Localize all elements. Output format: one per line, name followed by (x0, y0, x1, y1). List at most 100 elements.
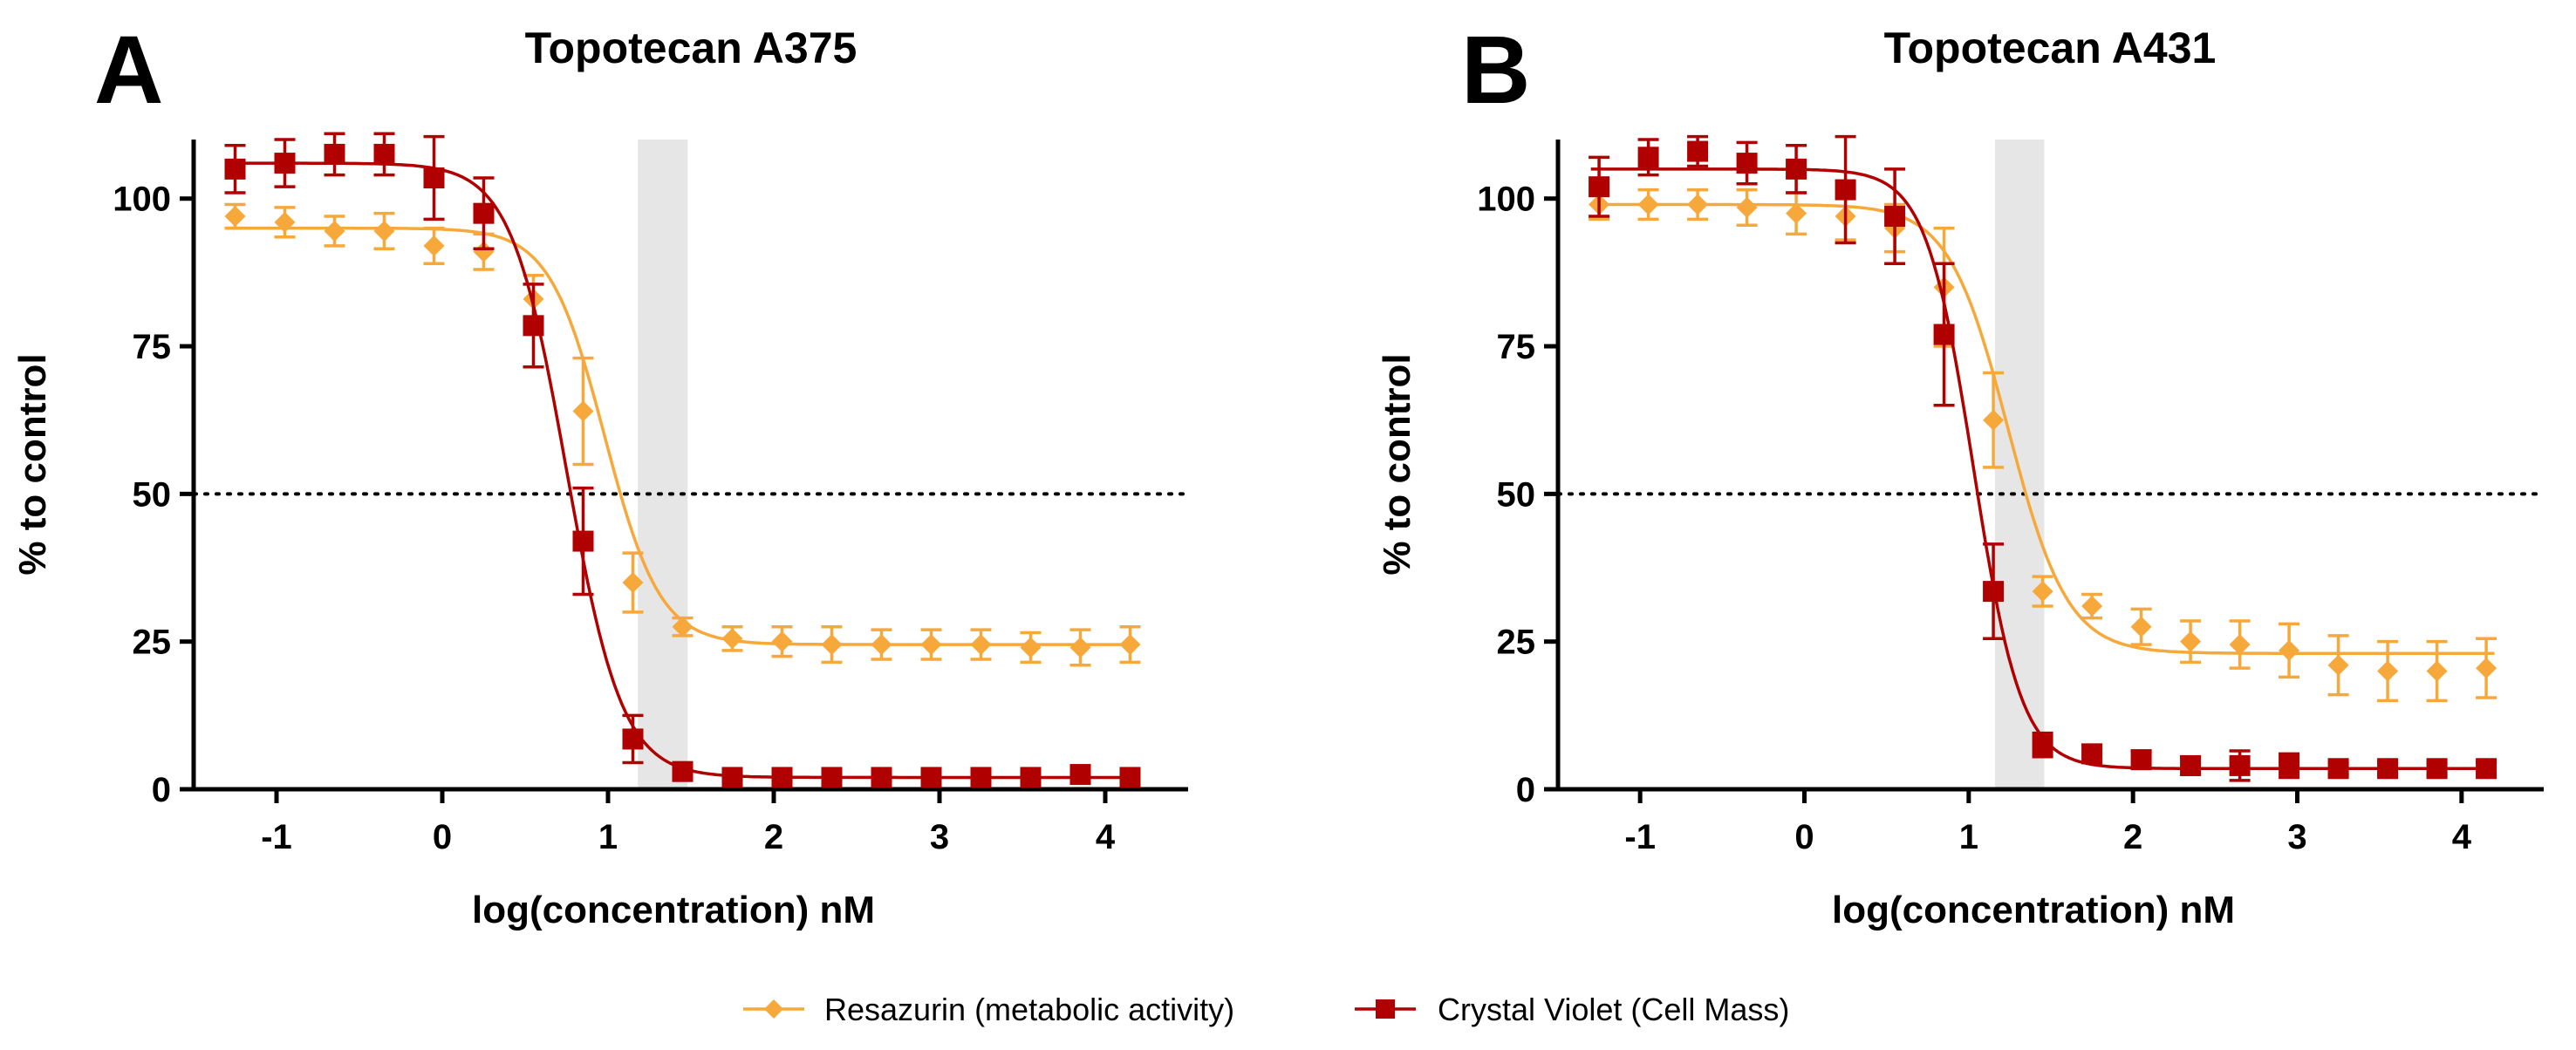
x-tick-label: 1 (1959, 818, 1978, 856)
data-point-resazurin (423, 235, 445, 256)
data-point-resazurin (672, 616, 694, 638)
data-point-crystal-violet (2081, 743, 2103, 765)
panel-letter: A (94, 17, 163, 124)
data-point-resazurin (1736, 196, 1758, 218)
x-tick-label: 3 (930, 818, 949, 856)
y-tick-label: 50 (133, 475, 172, 514)
data-point-resazurin (2377, 660, 2399, 682)
series-resazurin (224, 202, 1141, 667)
data-point-crystal-violet (2032, 734, 2053, 756)
data-point-resazurin (2032, 581, 2053, 603)
y-axis-label: % to control (11, 353, 54, 575)
data-point-resazurin (871, 634, 892, 656)
legend-label-crystal-violet: Crystal Violet (Cell Mass) (1438, 992, 1789, 1027)
legend: Resazurin (metabolic activity) Crystal Vi… (743, 992, 1789, 1027)
x-tick-label: -1 (1624, 818, 1656, 856)
shaded-band (638, 140, 688, 789)
y-tick-label: 0 (152, 771, 171, 809)
data-point-resazurin (1983, 409, 2005, 431)
data-point-resazurin (324, 220, 345, 242)
x-tick-label: 0 (1794, 818, 1814, 856)
data-point-resazurin (274, 211, 296, 233)
data-point-resazurin (1119, 634, 1141, 656)
data-point-crystal-violet (871, 767, 892, 788)
data-point-crystal-violet (970, 767, 992, 788)
data-point-resazurin (771, 631, 793, 652)
data-point-resazurin (1687, 194, 1709, 215)
chart-title: Topotecan A431 (1884, 24, 2217, 72)
data-point-crystal-violet (1884, 206, 1906, 228)
data-point-resazurin (2279, 639, 2300, 661)
legend-marker-crystal-violet (1376, 999, 1395, 1019)
data-point-resazurin (2476, 658, 2497, 679)
data-point-crystal-violet (423, 167, 445, 189)
chart-title: Topotecan A375 (525, 24, 858, 72)
data-point-resazurin (2130, 616, 2152, 638)
data-point-crystal-violet (572, 530, 594, 552)
data-point-crystal-violet (2377, 758, 2399, 780)
y-tick-label: 50 (1497, 475, 1536, 514)
chart-panel-a: A Topotecan A375 0 25 50 75 100 -1 0 1 2 3 4 log(conc… (11, 17, 1190, 931)
y-tick-label: 75 (133, 328, 172, 366)
x-tick-label: 2 (2123, 818, 2142, 856)
data-point-crystal-violet (1786, 158, 1807, 180)
data-point-resazurin (572, 400, 594, 422)
data-point-crystal-violet (672, 760, 694, 782)
y-tick-label: 25 (1497, 624, 1536, 662)
data-point-resazurin (224, 206, 246, 228)
data-point-resazurin (1020, 637, 1042, 658)
series-crystal-violet (1589, 134, 2497, 782)
series-crystal-violet (224, 132, 1141, 788)
x-tick-label: -1 (261, 818, 292, 856)
data-point-crystal-violet (1589, 176, 1610, 198)
data-point-crystal-violet (1933, 324, 1955, 345)
data-point-resazurin (920, 634, 942, 656)
x-tick-label: 4 (2452, 818, 2472, 856)
x-tick-label: 3 (2287, 818, 2306, 856)
data-point-crystal-violet (1020, 767, 1042, 788)
data-point-resazurin (2081, 596, 2103, 617)
y-axis-label: % to control (1376, 353, 1418, 575)
x-tick-label: 4 (1096, 818, 1116, 856)
data-point-crystal-violet (2229, 754, 2251, 776)
chart-panel-b: B Topotecan A431 0 25 50 75 100 -1 0 1 2 3 4 log(conc… (1376, 17, 2545, 931)
data-point-crystal-violet (2130, 749, 2152, 771)
data-point-crystal-violet (473, 202, 495, 224)
data-point-resazurin (622, 571, 644, 593)
legend-marker-resazurin (764, 999, 783, 1019)
data-point-crystal-violet (2279, 754, 2300, 776)
data-point-resazurin (721, 628, 743, 650)
data-point-resazurin (1069, 637, 1091, 658)
data-point-resazurin (2327, 654, 2349, 676)
data-point-crystal-violet (523, 315, 544, 337)
data-point-crystal-violet (2327, 758, 2349, 780)
data-point-crystal-violet (920, 767, 942, 788)
x-axis-label: log(concentration) nM (1832, 889, 2235, 931)
data-point-crystal-violet (771, 767, 793, 788)
y-tick-label: 25 (133, 624, 172, 662)
data-point-crystal-violet (1637, 147, 1659, 168)
data-point-crystal-violet (224, 158, 246, 180)
data-point-crystal-violet (2426, 758, 2448, 780)
shaded-band (1994, 140, 2045, 789)
data-point-crystal-violet (721, 767, 743, 788)
data-point-crystal-violet (1687, 140, 1709, 162)
data-point-crystal-violet (324, 143, 345, 165)
data-point-resazurin (2426, 660, 2448, 682)
y-tick-label: 0 (1516, 771, 1535, 809)
y-tick-label: 100 (113, 181, 171, 219)
x-tick-label: 1 (598, 818, 618, 856)
data-point-resazurin (1637, 194, 1659, 215)
data-point-resazurin (373, 220, 395, 242)
data-point-crystal-violet (1983, 581, 2005, 603)
data-point-crystal-violet (1835, 179, 1856, 201)
data-point-crystal-violet (1069, 764, 1091, 786)
data-point-crystal-violet (1119, 767, 1141, 788)
x-tick-label: 2 (764, 818, 783, 856)
data-point-crystal-violet (2476, 758, 2497, 780)
series-resazurin (1589, 188, 2497, 703)
data-point-resazurin (2229, 634, 2251, 656)
data-point-resazurin (1786, 202, 1807, 224)
data-point-resazurin (821, 634, 843, 656)
